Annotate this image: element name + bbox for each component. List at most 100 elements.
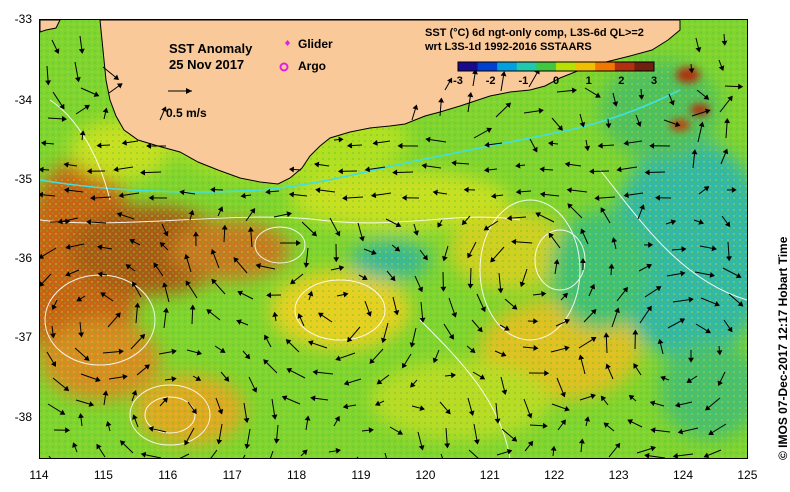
scale-arrow (168, 88, 192, 94)
velocity-arrowhead (255, 263, 261, 269)
velocity-arrowhead (674, 401, 681, 408)
velocity-arrowhead (533, 345, 539, 351)
velocity-arrowhead (233, 257, 239, 263)
velocity-arrowhead (490, 193, 497, 199)
velocity-arrowhead (467, 92, 474, 98)
velocity-arrowhead (376, 379, 383, 385)
lon-label: 114 (29, 468, 49, 482)
velocity-arrowhead (691, 149, 698, 155)
velocity-arrowhead (548, 140, 554, 147)
velocity-arrowhead (442, 255, 448, 262)
colorbar-segment (614, 62, 635, 71)
lat-label: -34 (14, 93, 32, 107)
velocity-arrowhead (380, 337, 387, 344)
velocity-arrowhead (447, 77, 453, 84)
velocity-arrowhead (726, 256, 732, 262)
velocity-arrowhead (343, 291, 349, 298)
velocity-arrowhead (623, 140, 629, 146)
velocity-arrowhead (698, 219, 704, 225)
velocity-arrowhead (84, 104, 90, 110)
velocity-arrowhead (251, 387, 258, 393)
velocity-arrowhead (304, 415, 311, 421)
velocity-arrowhead (335, 230, 341, 237)
velocity-arrowhead (286, 368, 293, 374)
velocity-arrowhead (90, 195, 96, 201)
velocity-arrowhead (244, 443, 251, 450)
velocity-arrowhead (162, 397, 168, 403)
velocity-arrowhead (539, 166, 545, 173)
velocity-arrowhead (595, 92, 601, 98)
glider-track-line (40, 89, 681, 193)
velocity-arrowhead (243, 417, 250, 424)
velocity-arrowhead (393, 309, 400, 316)
ssh-contours (40, 99, 747, 458)
velocity-arrowhead (477, 326, 483, 333)
velocity-arrowhead (65, 271, 71, 277)
velocity-arrowhead (83, 355, 90, 361)
velocity-arrowhead (444, 443, 451, 449)
velocity-arrowhead (468, 410, 475, 416)
velocity-arrowhead (40, 140, 47, 147)
velocity-arrowhead (419, 405, 425, 411)
velocity-arrowhead (688, 68, 695, 74)
velocity-arrow (210, 449, 218, 458)
velocity-arrowhead (515, 188, 521, 195)
velocity-arrowhead (189, 304, 196, 310)
velocity-arrowhead (579, 121, 586, 128)
velocity-arrowhead (79, 130, 86, 136)
velocity-arrowhead (479, 374, 486, 380)
colorbar (457, 61, 655, 72)
velocity-arrowhead (139, 333, 146, 340)
velocity-arrowhead (688, 357, 694, 363)
velocity-arrowhead (61, 115, 67, 122)
velocity-arrowhead (600, 207, 606, 213)
velocity-arrowhead (538, 107, 544, 114)
velocity-arrowhead (527, 440, 534, 447)
velocity-arrowhead (580, 257, 586, 263)
velocity-arrowhead (125, 264, 132, 270)
velocity-arrowhead (560, 391, 566, 398)
velocity-arrowhead (116, 83, 123, 89)
velocity-arrowhead (614, 442, 621, 449)
lat-label: -37 (14, 330, 32, 344)
velocity-arrowhead (649, 142, 655, 149)
velocity-arrowhead (564, 405, 570, 412)
velocity-arrowhead (266, 292, 272, 299)
velocity-arrowhead (506, 215, 512, 222)
velocity-arrowhead (236, 319, 242, 325)
velocity-arrowhead (312, 369, 318, 376)
velocity-arrowhead (63, 385, 70, 392)
lon-label: 121 (479, 468, 500, 482)
velocity-arrowhead (590, 309, 597, 315)
velocity-arrowhead (72, 442, 78, 448)
velocity-arrowhead (184, 439, 190, 446)
velocity-arrowhead (650, 445, 657, 452)
velocity-arrowhead (655, 194, 660, 201)
velocity-arrowhead (718, 65, 725, 72)
velocity-arrowhead (265, 188, 271, 195)
velocity-arrowhead (553, 259, 560, 265)
velocity-arrowhead (542, 422, 548, 429)
velocity-arrowhead (597, 142, 603, 149)
velocity-arrowhead (709, 272, 715, 278)
velocity-arrowhead (567, 203, 573, 209)
velocity-arrowhead (192, 231, 199, 237)
velocity-arrowhead (244, 353, 251, 360)
scale-label: 0.5 m/s (166, 106, 207, 120)
sst-anomaly-field (40, 20, 747, 458)
velocity-arrowhead (217, 206, 224, 212)
velocity-arrowhead (501, 389, 508, 395)
velocity-arrowhead (118, 348, 124, 355)
velocity-arrowhead (65, 244, 71, 250)
velocity-arrowhead (401, 194, 407, 201)
velocity-arrowhead (557, 125, 563, 131)
velocity-arrowhead (179, 189, 185, 196)
velocity-arrowhead (711, 245, 717, 252)
velocity-arrowhead (338, 265, 345, 271)
velocity-arrowhead (657, 338, 664, 345)
colorbar-frame (457, 61, 655, 72)
header-line2: wrt L3S-1d 1992-2016 SSTAARS (425, 41, 592, 53)
velocity-arrowhead (50, 333, 56, 339)
velocity-arrowhead (722, 148, 729, 155)
velocity-arrowhead (338, 136, 344, 143)
